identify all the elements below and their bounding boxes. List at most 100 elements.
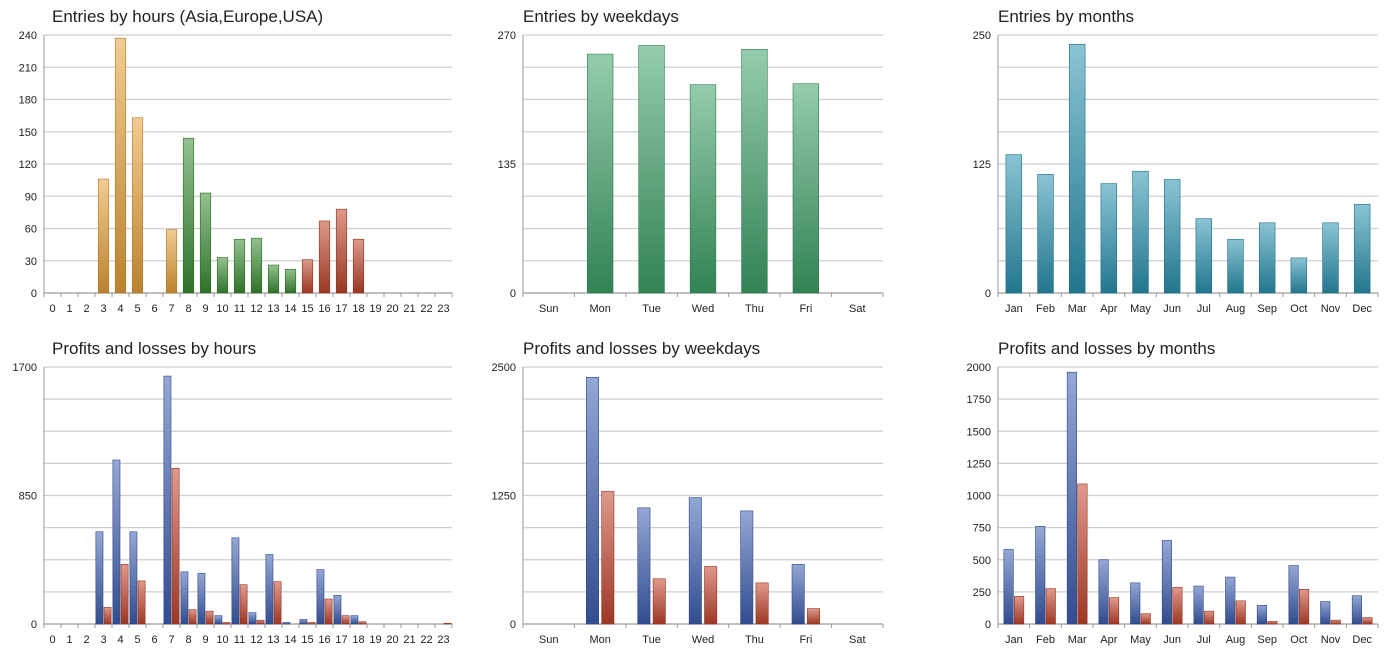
- bar: [704, 566, 718, 625]
- y-tick-label: 0: [510, 619, 516, 631]
- x-tick-label: 6: [151, 303, 157, 315]
- x-tick-label: 4: [117, 634, 123, 646]
- y-tick-label: 1700: [13, 362, 37, 374]
- bar: [1258, 222, 1276, 294]
- x-tick-label: 14: [284, 303, 296, 315]
- x-tick-label: Apr: [1100, 634, 1117, 646]
- bar: [333, 594, 342, 625]
- plot-pl-months: 0 250 500 750 1000 1250 1500 1750 2000 Jan Feb Mar A…: [967, 362, 1379, 646]
- bar: [1362, 617, 1373, 625]
- bar: [1322, 222, 1339, 294]
- bar: [112, 459, 121, 625]
- x-tick-label: Mon: [589, 634, 610, 646]
- y-tick-label: 2500: [492, 362, 516, 374]
- bar: [1204, 610, 1215, 625]
- bar: [791, 564, 805, 625]
- y-tick-label: 180: [19, 95, 37, 107]
- x-tick-label: Feb: [1036, 634, 1055, 646]
- bar: [205, 610, 214, 625]
- x-tick-label: 0: [49, 634, 55, 646]
- bar: [1267, 621, 1278, 625]
- bar: [165, 229, 178, 294]
- x-tick-label: Tue: [642, 303, 661, 315]
- y-tick-label: 150: [19, 127, 37, 139]
- y-tick-label: 240: [19, 30, 37, 42]
- x-tick-label: Wed: [692, 303, 714, 315]
- y-tick-label: 135: [498, 159, 516, 171]
- x-tick-label: 18: [352, 634, 364, 646]
- bar: [250, 237, 263, 294]
- bar: [807, 608, 820, 625]
- bar: [586, 53, 614, 294]
- bar: [792, 83, 820, 294]
- bar: [188, 609, 197, 625]
- y-tick-label: 120: [19, 159, 37, 171]
- bar: [638, 45, 665, 294]
- bar: [1140, 613, 1151, 625]
- x-tick-label: Jan: [1005, 303, 1023, 315]
- bar: [103, 607, 112, 625]
- x-tick-label: 15: [301, 303, 313, 315]
- x-tick-label: 5: [134, 634, 140, 646]
- bar: [601, 491, 615, 625]
- bar: [131, 117, 144, 294]
- x-tick-label: Sep: [1257, 634, 1277, 646]
- x-tick-label: 22: [420, 303, 432, 315]
- bar: [1299, 589, 1310, 625]
- bar: [233, 238, 246, 294]
- bar: [443, 622, 452, 625]
- x-tick-label: Sat: [849, 303, 866, 315]
- y-tick-label: 0: [985, 619, 991, 631]
- x-tick-label: 10: [216, 303, 228, 315]
- bar: [740, 510, 754, 625]
- bar: [231, 537, 240, 625]
- bar: [1163, 179, 1181, 294]
- x-tick-label: Dec: [1352, 634, 1372, 646]
- y-tick-label: 1500: [967, 426, 991, 438]
- x-tick-label: Oct: [1290, 303, 1307, 315]
- x-tick-label: Aug: [1226, 634, 1246, 646]
- bar: [637, 507, 651, 625]
- y-tick-label: 210: [19, 62, 37, 74]
- chart-title: Profits and losses by weekdays: [523, 339, 761, 358]
- bar: [273, 581, 282, 625]
- bar: [301, 259, 314, 294]
- bar: [1193, 585, 1204, 625]
- x-tick-label: Thu: [745, 303, 764, 315]
- bar: [585, 376, 599, 625]
- bar: [171, 467, 180, 625]
- bar: [197, 573, 206, 625]
- x-tick-label: 7: [168, 634, 174, 646]
- x-tick-label: 21: [403, 303, 415, 315]
- bar: [352, 238, 365, 294]
- y-tick-label: 1000: [967, 491, 991, 503]
- x-tick-label: 18: [352, 303, 364, 315]
- bar: [1014, 596, 1025, 625]
- bar: [1109, 597, 1120, 625]
- x-tick-label: Sat: [849, 634, 866, 646]
- x-tick-label: 1: [66, 634, 72, 646]
- bar: [1098, 559, 1109, 625]
- x-tick-label: 1: [66, 303, 72, 315]
- bar: [350, 615, 359, 625]
- x-tick-label: Jun: [1163, 303, 1181, 315]
- bar: [1225, 576, 1236, 625]
- x-tick-label: 21: [403, 634, 415, 646]
- bar: [1290, 257, 1308, 294]
- bar: [180, 571, 189, 625]
- bar: [95, 531, 104, 625]
- x-tick-label: 19: [369, 634, 381, 646]
- x-tick-label: Nov: [1321, 303, 1341, 315]
- bar: [358, 621, 367, 625]
- bar: [182, 137, 195, 294]
- bar: [163, 375, 172, 625]
- x-tick-label: 2: [83, 303, 89, 315]
- y-tick-label: 750: [973, 523, 991, 535]
- bar: [256, 619, 265, 625]
- plot-pl-weekdays: 0 1250 2500 Sun Mon Tue Wed Thu Fri Sat: [492, 362, 884, 646]
- x-tick-label: 19: [369, 303, 381, 315]
- x-tick-label: Mar: [1068, 303, 1087, 315]
- y-tick-label: 30: [25, 256, 37, 268]
- x-tick-label: 11: [234, 634, 245, 646]
